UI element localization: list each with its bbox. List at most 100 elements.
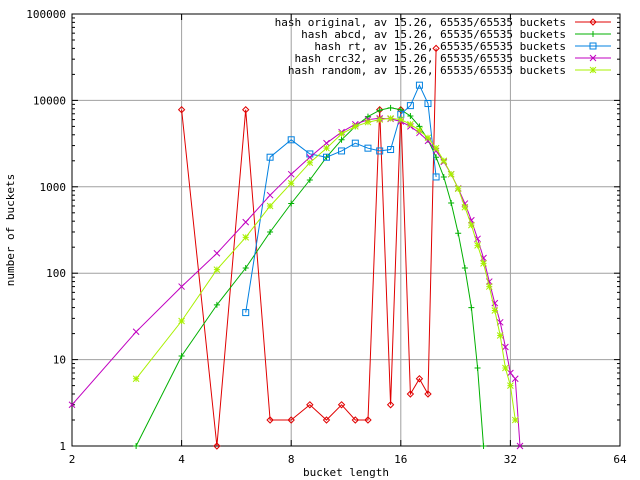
data-point xyxy=(242,264,249,271)
data-point xyxy=(480,443,487,449)
data-point xyxy=(415,375,424,383)
data-point xyxy=(364,118,372,126)
data-point xyxy=(474,364,481,371)
data-point xyxy=(306,153,314,161)
data-point xyxy=(287,416,295,424)
data-point xyxy=(178,353,185,360)
data-point xyxy=(496,332,504,339)
data-point xyxy=(288,200,295,207)
data-point xyxy=(406,390,415,398)
x-tick-label: 4 xyxy=(178,453,185,466)
data-point xyxy=(213,266,221,273)
legend-entry-label: hash original, av 15.26, 65535/65535 buc… xyxy=(275,16,566,29)
data-point xyxy=(407,112,414,119)
data-point xyxy=(364,416,372,424)
legend-marker xyxy=(590,31,596,37)
data-point xyxy=(242,106,250,114)
series-line xyxy=(245,83,437,313)
series-line xyxy=(71,117,521,447)
data-point xyxy=(516,442,524,450)
y-tick-label: 1000 xyxy=(40,181,67,194)
data-point xyxy=(376,147,384,155)
data-point xyxy=(287,170,295,178)
data-point xyxy=(242,309,250,317)
legend: hash original, av 15.26, 65535/65535 buc… xyxy=(275,16,611,77)
data-point xyxy=(507,369,514,377)
y-tick-label: 10000 xyxy=(33,94,66,107)
data-point xyxy=(287,179,295,187)
data-point xyxy=(424,100,432,108)
data-point xyxy=(424,390,432,398)
data-point xyxy=(511,416,519,424)
data-point xyxy=(323,144,330,152)
data-point xyxy=(448,199,455,206)
legend-entry-label: hash rt, av 15.26, 65535/65535 buckets xyxy=(314,40,566,53)
data-point xyxy=(468,304,475,311)
data-point xyxy=(68,401,76,409)
data-point xyxy=(306,159,314,167)
data-point xyxy=(511,375,519,383)
data-point xyxy=(474,242,481,249)
data-point xyxy=(502,343,509,351)
data-point xyxy=(480,260,487,267)
tick-marks xyxy=(71,13,621,447)
data-point xyxy=(178,283,185,290)
series-4 xyxy=(68,114,524,450)
tick-labels: 2 4 8 16 32 64 1 10 100 1000 10000 100000 xyxy=(26,8,627,466)
legend-marker xyxy=(589,42,597,50)
data-point xyxy=(440,157,448,165)
data-point xyxy=(266,191,274,199)
data-point xyxy=(424,134,432,142)
data-point xyxy=(387,114,394,122)
series-5 xyxy=(132,114,519,424)
data-point xyxy=(387,104,394,111)
data-point xyxy=(178,317,185,325)
data-point xyxy=(213,442,221,450)
data-point xyxy=(213,249,221,257)
legend-entry-label: hash abcd, av 15.26, 65535/65535 buckets xyxy=(301,28,566,41)
data-point xyxy=(338,147,346,155)
series-layer xyxy=(68,44,524,450)
data-point xyxy=(397,116,405,123)
data-point xyxy=(447,170,455,178)
data-point xyxy=(242,218,250,226)
data-point xyxy=(416,127,423,134)
series-3 xyxy=(242,81,440,317)
data-point xyxy=(424,137,432,145)
y-tick-label: 100 xyxy=(46,267,66,280)
data-point xyxy=(376,116,384,123)
data-point xyxy=(287,136,295,144)
legend-marker xyxy=(589,66,597,74)
data-point xyxy=(432,173,440,181)
data-point xyxy=(507,382,514,389)
data-point xyxy=(432,44,440,53)
legend-marker xyxy=(589,18,597,26)
data-point xyxy=(364,113,371,120)
data-point xyxy=(266,416,274,424)
data-point xyxy=(461,264,468,271)
data-point xyxy=(376,107,383,114)
data-point xyxy=(406,102,414,110)
x-tick-label: 2 xyxy=(69,453,76,466)
series-line xyxy=(135,107,484,447)
data-point xyxy=(474,235,481,243)
data-point xyxy=(322,416,331,424)
data-point xyxy=(502,364,509,372)
series-line xyxy=(135,117,516,421)
legend-entry-label: hash crc32, av 15.26, 65535/65535 bucket… xyxy=(294,52,566,65)
data-point xyxy=(491,307,499,314)
data-point xyxy=(338,136,345,143)
data-point xyxy=(386,401,395,409)
data-point xyxy=(322,153,330,161)
plot-border xyxy=(71,13,621,447)
series-1 xyxy=(177,44,440,450)
data-point xyxy=(132,328,140,336)
y-tick-label: 100000 xyxy=(26,8,66,21)
x-tick-label: 32 xyxy=(504,453,517,466)
data-point xyxy=(266,153,274,161)
data-point xyxy=(306,176,313,183)
data-point xyxy=(213,301,220,308)
data-point xyxy=(132,375,140,383)
data-point xyxy=(455,230,462,237)
data-point xyxy=(338,130,345,138)
